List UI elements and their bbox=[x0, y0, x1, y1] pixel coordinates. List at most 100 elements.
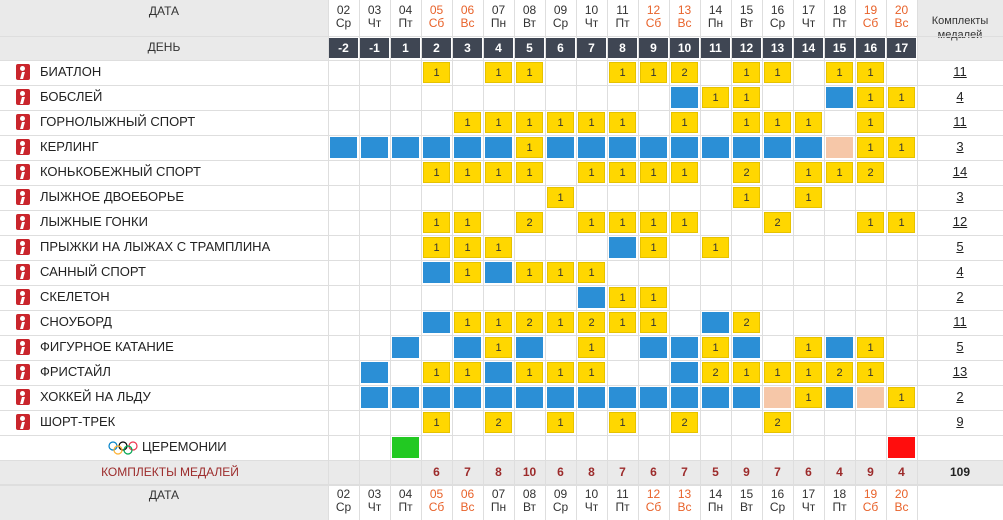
competition-cell[interactable] bbox=[640, 337, 667, 358]
medal-event-cell[interactable]: 1 bbox=[795, 112, 822, 133]
medal-event-cell[interactable]: 1 bbox=[640, 62, 667, 83]
competition-cell[interactable] bbox=[826, 87, 853, 108]
medal-event-cell[interactable]: 1 bbox=[764, 112, 791, 133]
sport-medal-total-link[interactable]: 5 bbox=[956, 239, 964, 254]
medal-event-cell[interactable]: 1 bbox=[547, 412, 574, 433]
sport-row-label[interactable]: СНОУБОРД bbox=[0, 310, 328, 335]
competition-cell[interactable] bbox=[702, 137, 729, 158]
medal-event-cell[interactable]: 1 bbox=[423, 362, 450, 383]
competition-cell[interactable] bbox=[454, 137, 481, 158]
medal-event-cell[interactable]: 1 bbox=[454, 237, 481, 258]
sport-medal-total-link[interactable]: 3 bbox=[956, 189, 964, 204]
medal-event-cell[interactable]: 1 bbox=[423, 212, 450, 233]
medal-event-cell[interactable]: 1 bbox=[826, 162, 853, 183]
competition-cell[interactable] bbox=[671, 362, 698, 383]
medal-event-cell[interactable]: 1 bbox=[609, 62, 636, 83]
competition-cell[interactable] bbox=[826, 337, 853, 358]
medal-event-cell[interactable]: 1 bbox=[516, 62, 543, 83]
competition-cell[interactable] bbox=[423, 262, 450, 283]
medal-event-cell[interactable]: 1 bbox=[795, 362, 822, 383]
sport-row-label[interactable]: КОНЬКОБЕЖНЫЙ СПОРТ bbox=[0, 160, 328, 185]
sport-row-label[interactable]: ЛЫЖНЫЕ ГОНКИ bbox=[0, 210, 328, 235]
competition-cell[interactable] bbox=[454, 337, 481, 358]
competition-cell[interactable] bbox=[361, 387, 388, 408]
medal-event-cell[interactable]: 1 bbox=[578, 112, 605, 133]
medal-event-cell[interactable]: 1 bbox=[485, 112, 512, 133]
sport-medal-total-link[interactable]: 11 bbox=[953, 114, 967, 129]
medal-event-cell[interactable]: 1 bbox=[578, 362, 605, 383]
competition-cell[interactable] bbox=[578, 387, 605, 408]
opening-ceremony-cell[interactable] bbox=[392, 437, 419, 458]
medal-event-cell[interactable]: 1 bbox=[485, 312, 512, 333]
medal-event-cell[interactable]: 1 bbox=[795, 337, 822, 358]
medal-event-cell[interactable]: 1 bbox=[423, 412, 450, 433]
possible-final-cell[interactable] bbox=[764, 387, 791, 408]
medal-event-cell[interactable]: 1 bbox=[888, 87, 915, 108]
medal-event-cell[interactable]: 1 bbox=[547, 312, 574, 333]
sport-medal-total-link[interactable]: 13 bbox=[952, 364, 968, 379]
possible-final-cell[interactable] bbox=[857, 387, 884, 408]
sport-medal-total-link[interactable]: 11 bbox=[953, 64, 967, 79]
competition-cell[interactable] bbox=[609, 237, 636, 258]
medal-event-cell[interactable]: 1 bbox=[454, 212, 481, 233]
medal-event-cell[interactable]: 1 bbox=[702, 87, 729, 108]
medal-event-cell[interactable]: 1 bbox=[485, 162, 512, 183]
medal-event-cell[interactable]: 1 bbox=[857, 212, 884, 233]
competition-cell[interactable] bbox=[423, 387, 450, 408]
closing-ceremony-cell[interactable] bbox=[888, 437, 915, 458]
medal-event-cell[interactable]: 1 bbox=[578, 337, 605, 358]
medal-event-cell[interactable]: 1 bbox=[671, 162, 698, 183]
competition-cell[interactable] bbox=[609, 387, 636, 408]
competition-cell[interactable] bbox=[547, 387, 574, 408]
competition-cell[interactable] bbox=[361, 362, 388, 383]
competition-cell[interactable] bbox=[516, 387, 543, 408]
competition-cell[interactable] bbox=[578, 137, 605, 158]
medal-event-cell[interactable]: 1 bbox=[857, 87, 884, 108]
medal-event-cell[interactable]: 1 bbox=[423, 237, 450, 258]
competition-cell[interactable] bbox=[485, 362, 512, 383]
medal-event-cell[interactable]: 1 bbox=[857, 112, 884, 133]
sport-medal-total-link[interactable]: 11 bbox=[953, 314, 967, 329]
competition-cell[interactable] bbox=[423, 137, 450, 158]
competition-cell[interactable] bbox=[702, 387, 729, 408]
medal-event-cell[interactable]: 2 bbox=[733, 162, 760, 183]
sport-row-label[interactable]: ЛЫЖНОЕ ДВОЕБОРЬЕ bbox=[0, 185, 328, 210]
medal-event-cell[interactable]: 2 bbox=[516, 312, 543, 333]
medal-event-cell[interactable]: 1 bbox=[423, 62, 450, 83]
medal-event-cell[interactable]: 1 bbox=[640, 287, 667, 308]
medal-event-cell[interactable]: 1 bbox=[702, 237, 729, 258]
sport-row-label[interactable]: ХОККЕЙ НА ЛЬДУ bbox=[0, 385, 328, 410]
sport-medal-total-link[interactable]: 14 bbox=[952, 164, 968, 179]
competition-cell[interactable] bbox=[795, 137, 822, 158]
medal-event-cell[interactable]: 1 bbox=[888, 212, 915, 233]
medal-event-cell[interactable]: 1 bbox=[609, 412, 636, 433]
medal-event-cell[interactable]: 1 bbox=[485, 62, 512, 83]
competition-cell[interactable] bbox=[671, 387, 698, 408]
medal-event-cell[interactable]: 1 bbox=[485, 237, 512, 258]
medal-event-cell[interactable]: 1 bbox=[609, 287, 636, 308]
medal-event-cell[interactable]: 1 bbox=[578, 162, 605, 183]
medal-event-cell[interactable]: 1 bbox=[516, 162, 543, 183]
medal-event-cell[interactable]: 1 bbox=[733, 362, 760, 383]
sport-row-label[interactable]: САННЫЙ СПОРТ bbox=[0, 260, 328, 285]
sport-medal-total-link[interactable]: 2 bbox=[956, 389, 964, 404]
medal-event-cell[interactable]: 1 bbox=[547, 112, 574, 133]
competition-cell[interactable] bbox=[392, 137, 419, 158]
sport-medal-total-link[interactable]: 12 bbox=[952, 214, 968, 229]
medal-event-cell[interactable]: 1 bbox=[826, 62, 853, 83]
competition-cell[interactable] bbox=[733, 387, 760, 408]
sport-row-label[interactable]: ФИГУРНОЕ КАТАНИЕ bbox=[0, 335, 328, 360]
medal-event-cell[interactable]: 1 bbox=[795, 387, 822, 408]
medal-event-cell[interactable]: 1 bbox=[857, 362, 884, 383]
competition-cell[interactable] bbox=[702, 312, 729, 333]
medal-event-cell[interactable]: 1 bbox=[671, 212, 698, 233]
medal-event-cell[interactable]: 1 bbox=[547, 262, 574, 283]
sport-medal-total-link[interactable]: 5 bbox=[956, 339, 964, 354]
medal-event-cell[interactable]: 2 bbox=[702, 362, 729, 383]
medal-event-cell[interactable]: 1 bbox=[795, 187, 822, 208]
medal-event-cell[interactable]: 2 bbox=[516, 212, 543, 233]
competition-cell[interactable] bbox=[733, 337, 760, 358]
medal-event-cell[interactable]: 2 bbox=[857, 162, 884, 183]
competition-cell[interactable] bbox=[361, 137, 388, 158]
sport-row-label[interactable]: ШОРТ-ТРЕК bbox=[0, 410, 328, 435]
